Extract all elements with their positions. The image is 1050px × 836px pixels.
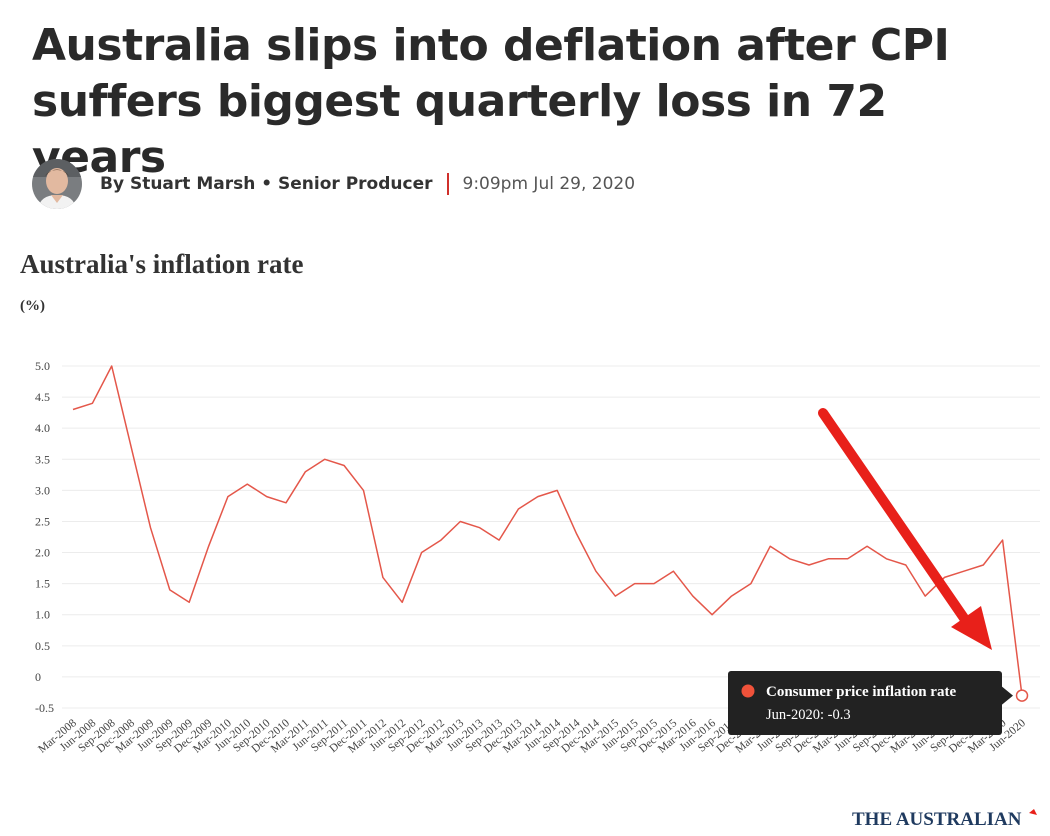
author-name[interactable]: By Stuart Marsh • Senior Producer xyxy=(100,174,433,194)
data-point[interactable] xyxy=(127,443,135,451)
data-point[interactable] xyxy=(379,573,387,581)
data-point[interactable] xyxy=(766,542,774,550)
data-point[interactable] xyxy=(921,592,929,600)
highlighted-data-point[interactable] xyxy=(1015,689,1029,702)
y-axis-ticks: 5.0 4.5 4.0 3.5 3.0 2.5 2.0 1.5 1.0 0.5 0 -0.5 xyxy=(35,359,54,715)
y-tick-label: 3.0 xyxy=(35,483,50,497)
gridlines xyxy=(62,365,1040,709)
y-tick-label: -0.5 xyxy=(35,701,54,715)
source-logo: THE AUSTRALIAN xyxy=(852,809,1037,830)
data-point[interactable] xyxy=(669,567,677,575)
data-point[interactable] xyxy=(146,524,154,532)
data-point[interactable] xyxy=(185,598,193,606)
data-point[interactable] xyxy=(882,555,890,563)
data-point[interactable] xyxy=(863,542,871,550)
data-point[interactable] xyxy=(553,486,561,494)
data-point[interactable] xyxy=(999,536,1007,544)
data-point[interactable] xyxy=(224,493,232,501)
data-point[interactable] xyxy=(611,592,619,600)
data-point[interactable] xyxy=(979,561,987,569)
data-point[interactable] xyxy=(650,580,658,588)
tooltip-series-dot xyxy=(741,684,755,698)
data-point[interactable] xyxy=(456,517,464,525)
chart-title: Australia's inflation rate xyxy=(20,249,304,279)
data-point[interactable] xyxy=(69,406,77,414)
data-point[interactable] xyxy=(727,592,735,600)
data-point[interactable] xyxy=(844,555,852,563)
y-tick-label: 2.5 xyxy=(35,514,50,528)
tooltip-box xyxy=(728,671,1002,735)
y-tick-label: 1.5 xyxy=(35,577,50,591)
chart-tooltip: Consumer price inflation rate Jun-2020: … xyxy=(728,671,1013,735)
y-tick-label: 1.0 xyxy=(35,608,50,622)
data-point[interactable] xyxy=(592,567,600,575)
tooltip-series-name: Consumer price inflation rate xyxy=(766,684,956,700)
annotation-arrow-shaft xyxy=(818,408,971,626)
data-point[interactable] xyxy=(476,524,484,532)
y-tick-label: 2.0 xyxy=(35,546,50,560)
data-point[interactable] xyxy=(960,567,968,575)
data-point[interactable] xyxy=(301,468,309,476)
author-avatar[interactable] xyxy=(32,159,82,209)
tooltip-value: Jun-2020: -0.3 xyxy=(766,707,851,723)
y-axis-unit: (%) xyxy=(20,298,45,314)
data-point[interactable] xyxy=(340,461,348,469)
data-point[interactable] xyxy=(166,586,174,594)
inflation-chart: Australia's inflation rate (%) 5.0 4.5 4.0… xyxy=(20,249,1040,830)
data-point[interactable] xyxy=(282,499,290,507)
data-point[interactable] xyxy=(495,536,503,544)
data-point[interactable] xyxy=(689,592,697,600)
y-tick-label: 5.0 xyxy=(35,359,50,373)
byline-separator xyxy=(446,173,449,195)
data-point[interactable] xyxy=(360,486,368,494)
y-tick-label: 0 xyxy=(35,670,41,684)
author-photo-icon xyxy=(32,159,82,209)
source-brand: THE AUSTRALIAN xyxy=(852,809,1022,830)
y-tick-label: 4.5 xyxy=(35,390,50,404)
y-tick-label: 0.5 xyxy=(35,639,50,653)
data-point[interactable] xyxy=(108,362,116,370)
data-point[interactable] xyxy=(243,480,251,488)
data-point[interactable] xyxy=(88,399,96,407)
annotation-arrow-head xyxy=(951,606,992,650)
data-point[interactable] xyxy=(631,580,639,588)
data-point[interactable] xyxy=(573,530,581,538)
data-point[interactable] xyxy=(534,493,542,501)
tooltip-pointer xyxy=(1002,686,1013,705)
series-points[interactable] xyxy=(69,362,1029,702)
data-point[interactable] xyxy=(902,561,910,569)
y-tick-label: 3.5 xyxy=(35,452,50,466)
data-point[interactable] xyxy=(747,580,755,588)
data-point[interactable] xyxy=(418,549,426,557)
data-point[interactable] xyxy=(786,555,794,563)
publish-timestamp: 9:09pm Jul 29, 2020 xyxy=(462,174,636,194)
data-point[interactable] xyxy=(824,555,832,563)
series-line-cpi xyxy=(72,365,1023,696)
data-point[interactable] xyxy=(398,598,406,606)
data-point[interactable] xyxy=(205,542,213,550)
data-point[interactable] xyxy=(321,455,329,463)
data-point[interactable] xyxy=(437,536,445,544)
y-tick-label: 4.0 xyxy=(35,421,50,435)
data-point[interactable] xyxy=(263,493,271,501)
source-logo-mark-icon xyxy=(1029,809,1037,815)
data-point[interactable] xyxy=(805,561,813,569)
annotation-arrow xyxy=(818,408,992,650)
article-headline: Australia slips into deflation after CPI… xyxy=(32,20,950,183)
article-byline: By Stuart Marsh • Senior Producer 9:09pm… xyxy=(32,156,635,212)
data-point[interactable] xyxy=(708,611,716,619)
data-point[interactable] xyxy=(514,505,522,513)
